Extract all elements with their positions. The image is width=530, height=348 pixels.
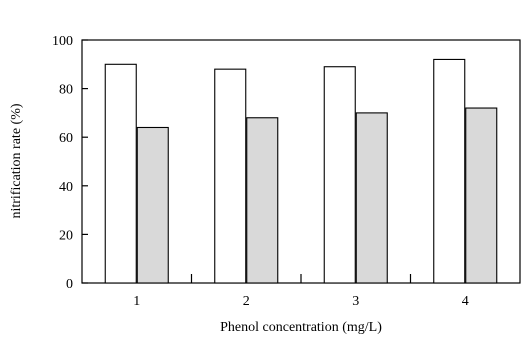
bar-series-1-4 (433, 58, 466, 284)
y-tick-label: 0 (66, 277, 73, 292)
y-axis-label: nitrification rate (%) (9, 103, 24, 218)
bar-series-1-2 (214, 68, 247, 284)
bar-series-2-2 (246, 117, 279, 284)
x-axis-label: Phenol concentration (mg/L) (220, 320, 382, 335)
y-tick-label: 20 (59, 228, 73, 243)
y-tick-label: 60 (59, 131, 73, 146)
bar-series-1-3 (323, 66, 356, 284)
x-axis: 1 2 3 4 (133, 274, 469, 309)
bars (104, 58, 498, 284)
x-tick-label: 4 (462, 294, 469, 309)
bar-series-2-3 (355, 112, 388, 284)
bar-series-1-1 (104, 63, 137, 284)
y-tick-label: 40 (59, 180, 73, 195)
bar-series-2-4 (465, 107, 498, 284)
y-tick-label: 80 (59, 83, 73, 98)
x-tick-label: 2 (243, 294, 250, 309)
x-tick-label: 1 (133, 294, 140, 309)
y-axis: 0 20 40 60 80 100 (52, 34, 88, 292)
bar-series-2-1 (136, 126, 169, 284)
y-tick-label: 100 (52, 34, 73, 49)
x-tick-label: 3 (352, 294, 359, 309)
